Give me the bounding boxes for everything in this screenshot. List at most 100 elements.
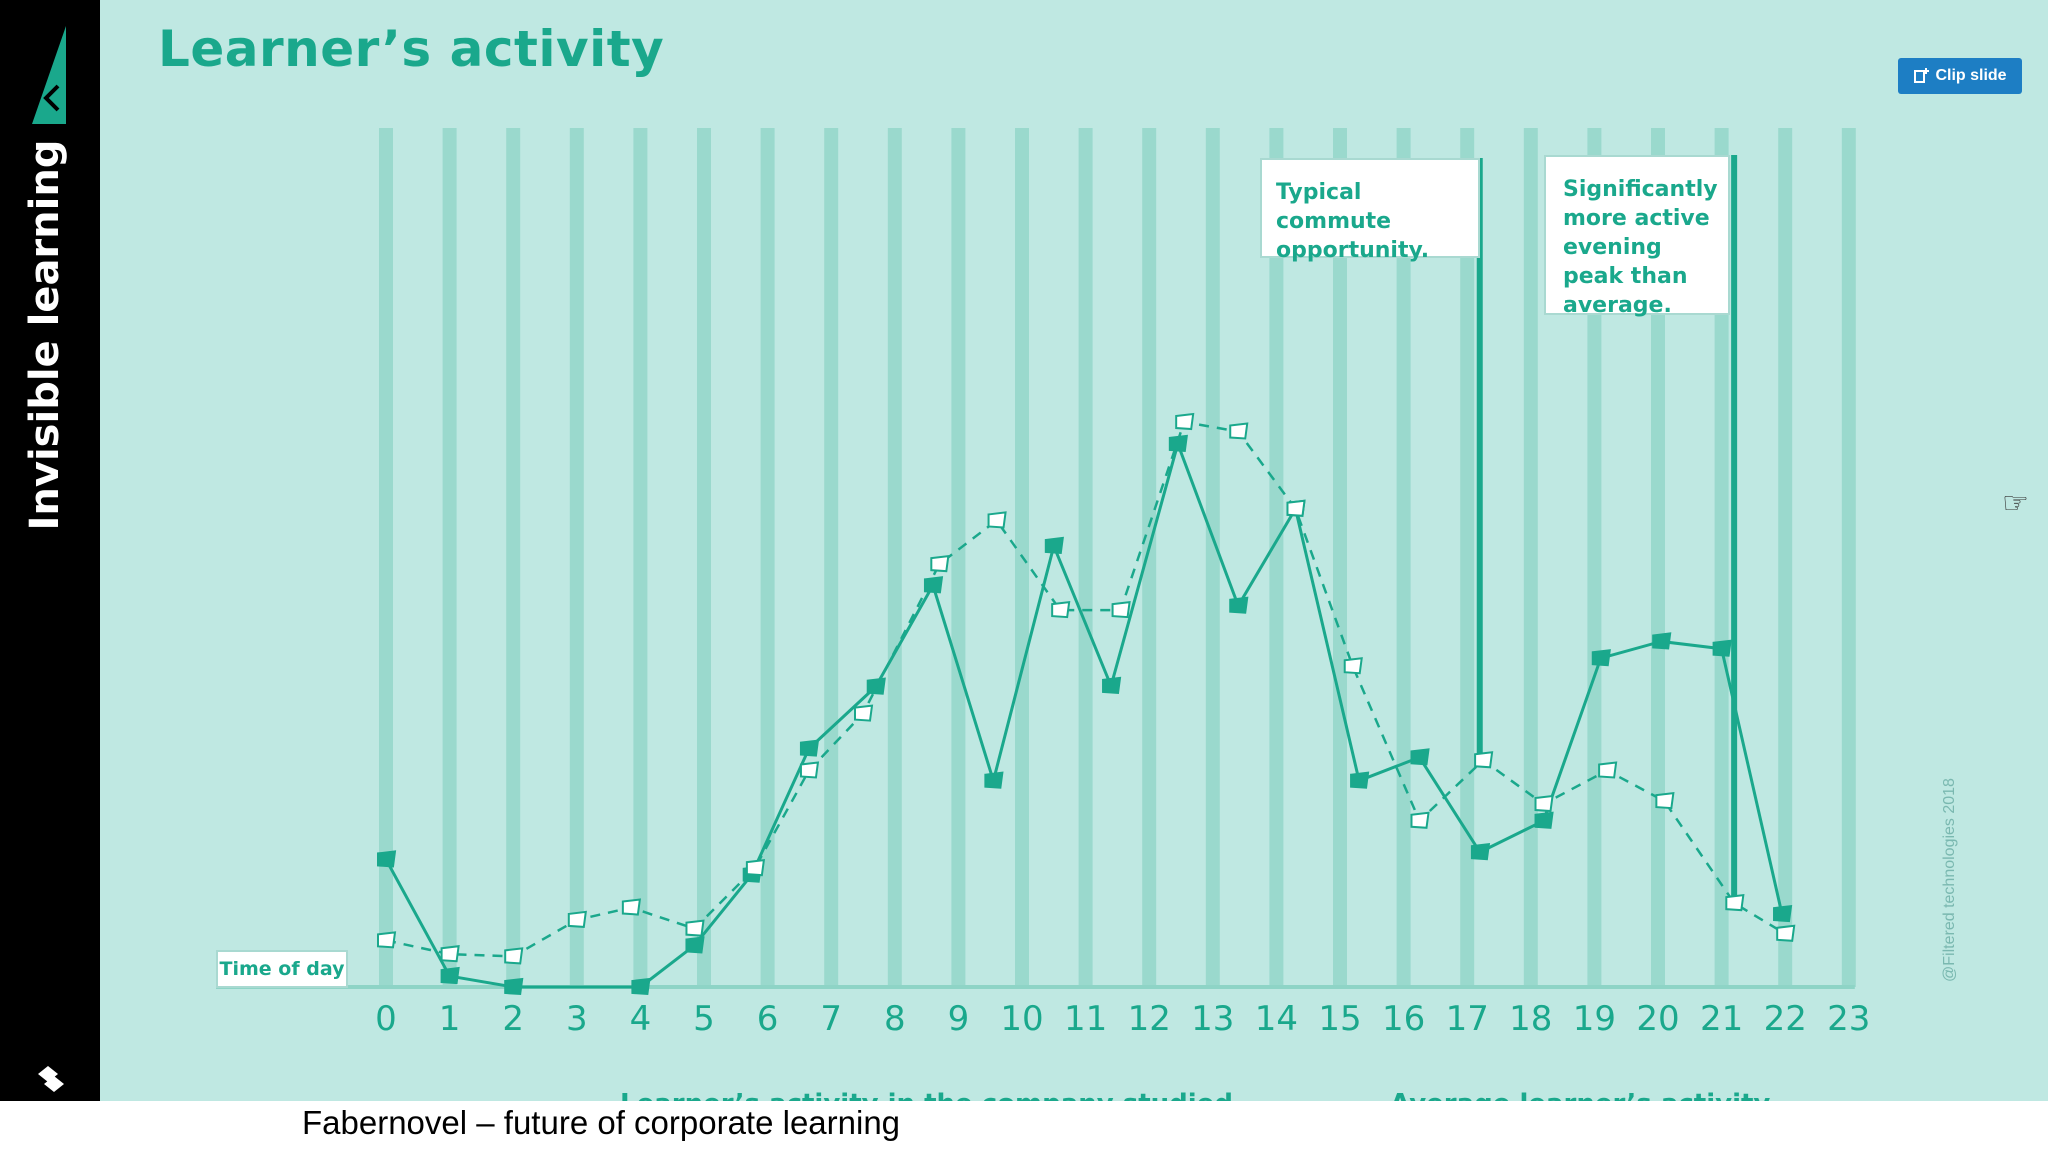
point-company xyxy=(799,739,820,757)
x-tick-label: 22 xyxy=(1764,999,1807,1039)
hour-column xyxy=(379,128,393,987)
point-company xyxy=(1350,771,1370,789)
point-company xyxy=(984,771,1004,789)
hour-column xyxy=(1587,128,1602,987)
point-average xyxy=(1725,894,1745,912)
point-average xyxy=(1343,657,1363,675)
hour-column xyxy=(1841,128,1856,987)
x-tick-label: 18 xyxy=(1509,999,1552,1039)
x-tick-label: 8 xyxy=(884,999,906,1039)
hour-column xyxy=(1651,128,1665,987)
point-average xyxy=(567,910,587,928)
x-tick-label: 7 xyxy=(820,999,842,1039)
x-tick-label: 19 xyxy=(1573,999,1616,1039)
point-company xyxy=(440,966,460,985)
point-average xyxy=(1776,924,1796,942)
point-average xyxy=(377,931,397,949)
hour-column xyxy=(760,128,775,987)
point-average xyxy=(1410,811,1430,829)
point-average xyxy=(621,898,642,916)
callout-commute: Typical commute opportunity. xyxy=(1260,158,1480,263)
point-average xyxy=(1534,794,1554,813)
point-company xyxy=(1410,748,1430,766)
x-tick-label: 15 xyxy=(1318,999,1361,1039)
x-tick-label: 17 xyxy=(1446,999,1489,1039)
activity-chart: 01234567891011121314151617181920212223Le… xyxy=(216,128,1870,1101)
point-company xyxy=(377,850,397,868)
hour-column xyxy=(887,128,902,987)
x-tick-label: 23 xyxy=(1827,999,1870,1039)
hour-column xyxy=(1523,128,1538,987)
clip-icon xyxy=(1914,68,1930,83)
hour-column xyxy=(1269,128,1284,987)
x-tick-label: 5 xyxy=(693,999,715,1039)
hour-column xyxy=(951,128,966,987)
point-company xyxy=(923,576,944,594)
hour-column xyxy=(1714,128,1729,987)
corner-mark-icon xyxy=(38,1066,64,1092)
pointing-hand-cursor-icon: ☞ xyxy=(2002,486,2029,521)
series-line-average xyxy=(385,420,1786,958)
hour-column xyxy=(824,128,839,987)
clip-slide-label: Clip slide xyxy=(1935,67,2007,84)
point-average xyxy=(440,945,460,963)
point-average xyxy=(504,947,524,965)
x-tick-label: 2 xyxy=(502,999,524,1039)
x-tick-label: 11 xyxy=(1064,999,1107,1039)
point-company xyxy=(1591,649,1611,667)
x-tick-label: 10 xyxy=(1000,999,1043,1039)
point-average xyxy=(685,919,705,937)
hour-column xyxy=(1778,128,1793,987)
hour-column xyxy=(697,128,711,987)
hour-column xyxy=(506,128,521,987)
callout-evening: Significantly more active evening peak t… xyxy=(1544,155,1730,318)
hour-column xyxy=(1333,128,1347,987)
clip-slide-button[interactable]: Clip slide xyxy=(1898,58,2022,94)
legend-label: Average learner’s activity xyxy=(1390,1089,1770,1101)
point-average xyxy=(1598,761,1618,779)
point-average xyxy=(1474,751,1494,769)
triangle-logo-icon xyxy=(32,26,66,124)
time-of-day-label: Time of day xyxy=(216,950,348,988)
hour-column xyxy=(1078,128,1093,987)
point-average xyxy=(1229,422,1249,440)
sidebar: Invisible learning xyxy=(0,0,100,1101)
slide-title: Learner’s activity xyxy=(158,20,665,78)
point-company xyxy=(631,977,651,996)
legend-label: Learner’s activity in the company studie… xyxy=(620,1089,1233,1101)
x-tick-label: 16 xyxy=(1382,999,1425,1039)
x-tick-label: 12 xyxy=(1128,999,1171,1039)
hour-column xyxy=(1205,128,1220,987)
point-company xyxy=(1168,434,1188,452)
point-company xyxy=(1044,536,1064,555)
point-average xyxy=(930,555,950,573)
point-company xyxy=(685,936,705,954)
point-company xyxy=(1773,904,1793,923)
point-average xyxy=(745,859,766,877)
x-tick-label: 3 xyxy=(566,999,588,1039)
hour-column xyxy=(569,128,584,987)
point-company xyxy=(1652,632,1672,650)
x-tick-label: 1 xyxy=(439,999,461,1039)
point-average xyxy=(799,761,820,779)
hour-column xyxy=(1142,128,1157,987)
sidebar-title: Invisible learning xyxy=(22,139,68,531)
point-company xyxy=(1534,811,1554,829)
x-tick-label: 0 xyxy=(375,999,397,1039)
point-average xyxy=(987,511,1007,529)
point-company xyxy=(1712,639,1732,657)
point-company xyxy=(504,977,524,996)
caption: Fabernovel – future of corporate learnin… xyxy=(302,1104,901,1141)
point-company xyxy=(1229,596,1249,614)
point-company xyxy=(1470,842,1491,861)
copyright-text: @Filtered technologies 2018 xyxy=(1941,778,1958,982)
point-average xyxy=(1051,600,1071,619)
x-tick-label: 9 xyxy=(948,999,970,1039)
x-tick-label: 4 xyxy=(630,999,652,1039)
hour-column xyxy=(1396,128,1411,987)
point-average xyxy=(854,704,874,722)
hour-column xyxy=(442,128,457,987)
point-average xyxy=(1175,412,1195,431)
hour-column xyxy=(633,128,648,987)
point-company xyxy=(1102,676,1122,694)
